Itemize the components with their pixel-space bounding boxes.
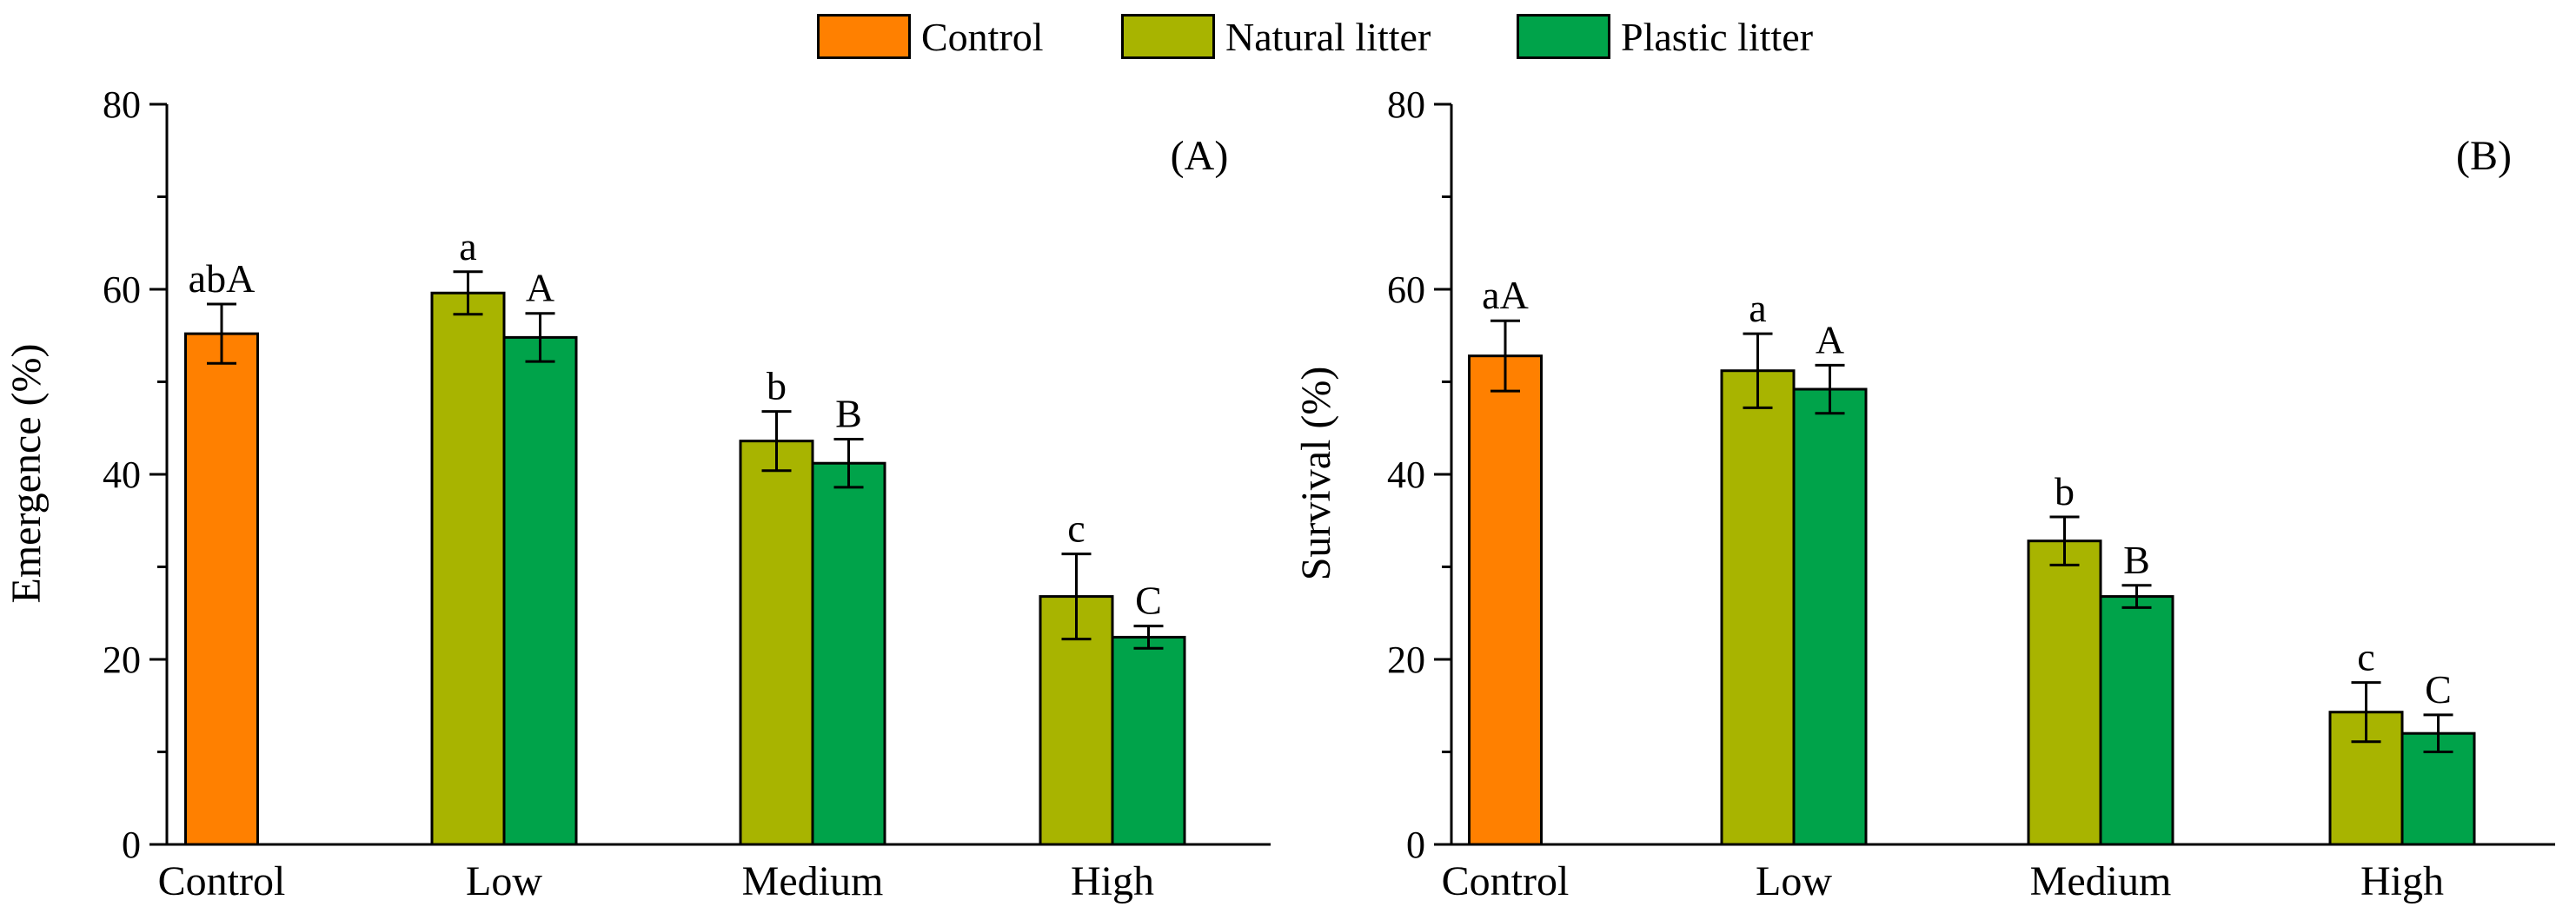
x-tick-label-low: Low (466, 858, 542, 904)
y-tick-label-80: 80 (1387, 83, 1425, 126)
bar-low-plastic-litter-letter: A (526, 266, 554, 310)
bar-medium-natural-litter-letter: b (2055, 469, 2075, 513)
bar-medium-plastic-litter-letter: B (2123, 538, 2150, 582)
bar-high-plastic-litter (1111, 635, 1186, 846)
bar-high-natural-litter-letter: c (1067, 506, 1085, 551)
y-tick-label-20: 20 (103, 639, 141, 681)
legend-label-control: Control (921, 14, 1044, 59)
y-axis-label: Emergence (%) (3, 344, 50, 604)
bar-medium-plastic-litter-letter: B (835, 392, 862, 436)
bar-low-natural-litter-letter: a (459, 224, 476, 268)
bar-low-plastic-litter (502, 335, 578, 846)
bar-medium-natural-litter-letter: b (767, 364, 787, 408)
bar-low-natural-litter (1720, 369, 1796, 846)
x-tick-label-medium: Medium (742, 858, 884, 904)
bar-low-natural-litter (430, 291, 506, 846)
legend-label-natural-litter: Natural litter (1225, 14, 1431, 59)
y-axis-label: Survival (%) (1293, 367, 1339, 581)
bar-medium-plastic-litter (811, 461, 886, 846)
y-tick-label-80: 80 (103, 83, 141, 126)
legend-swatch-natural-litter (1121, 14, 1215, 59)
legend-item-natural-litter: Natural litter (1121, 12, 1431, 61)
bar-low-plastic-litter-letter: A (1816, 317, 1844, 361)
bar-low-natural-litter-letter: a (1749, 286, 1766, 330)
legend-swatch-control (817, 14, 911, 59)
x-tick-label-control: Control (158, 858, 286, 904)
bar-high-plastic-litter-letter: C (2425, 667, 2452, 712)
x-tick-label-low: Low (1756, 858, 1832, 904)
bar-control-control-letter: aA (1482, 273, 1529, 317)
chart-panel-a: abA a Ab Bc C 0 20 40 60 80 Control Low Medium High Em… (3, 83, 1271, 904)
y-tick-label-60: 60 (1387, 268, 1425, 311)
panel-label: (B) (2456, 133, 2512, 179)
legend-item-plastic-litter: Plastic litter (1517, 12, 1813, 61)
x-tick-label-control: Control (1442, 858, 1570, 904)
y-tick-label-0: 0 (122, 824, 141, 866)
bar-medium-plastic-litter (2099, 595, 2174, 846)
y-tick-label-60: 60 (103, 268, 141, 311)
bar-low-plastic-litter (1792, 387, 1868, 846)
y-tick-label-40: 40 (1387, 453, 1425, 496)
bar-control-control-letter: abA (189, 256, 256, 301)
bar-medium-natural-litter (2027, 539, 2102, 846)
legend: Control Natural litter Plastic litter (0, 0, 2576, 69)
panel-label: (A) (1171, 133, 1229, 179)
legend-item-control: Control (817, 12, 1044, 61)
bar-high-natural-litter-letter: c (2357, 635, 2374, 679)
x-tick-label-high: High (1071, 858, 1154, 904)
y-tick-label-20: 20 (1387, 639, 1425, 681)
x-tick-label-medium: Medium (2030, 858, 2172, 904)
bar-high-plastic-litter-letter: C (1135, 579, 1162, 623)
bar-medium-natural-litter (739, 440, 814, 846)
bar-control-control (184, 332, 259, 846)
bar-control-control (1468, 354, 1543, 846)
y-tick-label-0: 0 (1406, 824, 1425, 866)
y-tick-label-40: 40 (103, 453, 141, 496)
legend-label-plastic-litter: Plastic litter (1621, 14, 1814, 59)
legend-swatch-plastic-litter (1517, 14, 1610, 59)
x-tick-label-high: High (2360, 858, 2444, 904)
